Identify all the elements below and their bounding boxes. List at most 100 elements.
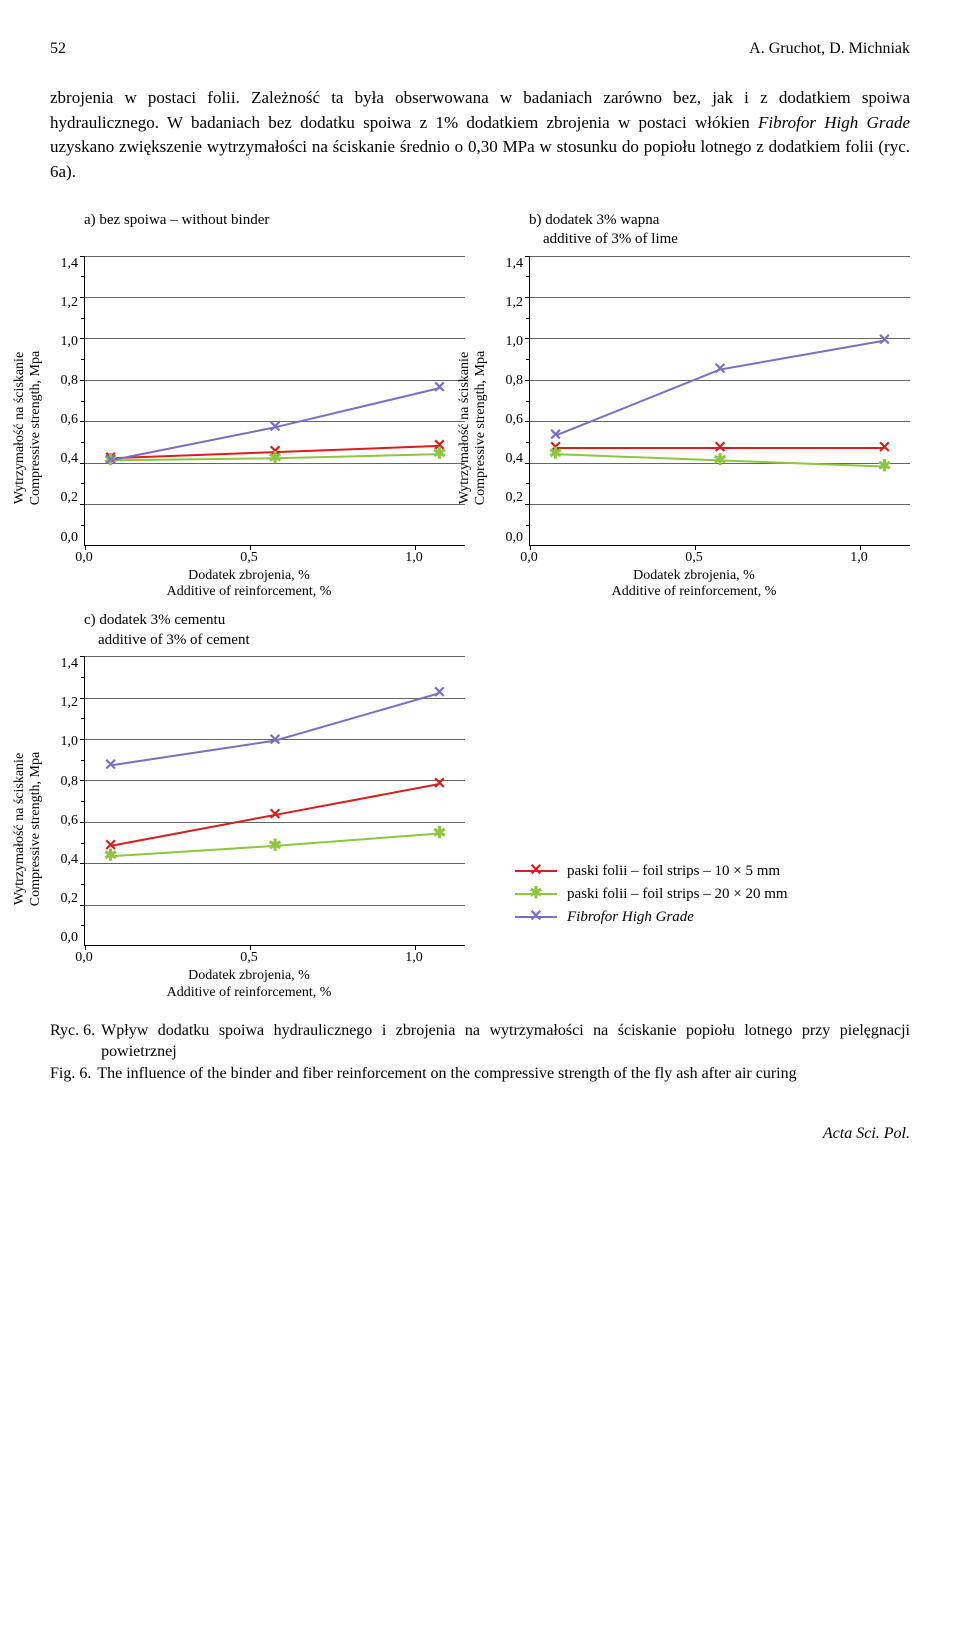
paragraph-post: uzyskano zwiększenie wytrzymałości na śc… <box>50 137 910 181</box>
series-marker-foil_10x5: ✕ <box>878 439 891 456</box>
series-marker-foil_10x5: ✕ <box>268 807 281 824</box>
y-tick-label: 0,8 <box>506 373 524 389</box>
x-tick-label: 0,5 <box>240 550 258 566</box>
legend-swatch: ✕ <box>515 909 557 925</box>
series-marker-fibrofor: ✕ <box>433 379 446 396</box>
y-tick-label: 1,4 <box>506 256 524 272</box>
chart-title: a) bez spoiwa – without binder <box>84 211 465 250</box>
x-tick-label: 0,0 <box>75 950 93 966</box>
legend-label: Fibrofor High Grade <box>567 909 694 926</box>
chart-frame: Wytrzymałość na ściskanieCompressive str… <box>495 256 910 602</box>
series-marker-foil_20x20: ✱ <box>433 445 446 462</box>
series-marker-fibrofor: ✕ <box>433 685 446 702</box>
y-tick-label: 0,0 <box>61 530 79 546</box>
y-tick-label: 0,2 <box>506 490 524 506</box>
y-tick-label: 1,4 <box>61 656 79 672</box>
chart-frame: Wytrzymałość na ściskanieCompressive str… <box>50 656 465 1002</box>
series-marker-foil_20x20: ✱ <box>549 445 562 462</box>
paragraph-italic: Fibrofor High Grade <box>758 113 910 132</box>
y-axis-label: Wytrzymałość na ściskanieCompressive str… <box>457 351 489 505</box>
x-tick-label: 0,0 <box>75 550 93 566</box>
x-tick-label: 0,5 <box>685 550 703 566</box>
y-tick-label: 1,0 <box>61 734 79 750</box>
plot-area: ✕✕✕✱✱✱✕✕✕ <box>84 256 465 546</box>
series-marker-foil_20x20: ✱ <box>878 458 891 475</box>
legend-label: paski folii – foil strips – 20 × 20 mm <box>567 886 788 903</box>
y-tick-label: 1,2 <box>506 295 524 311</box>
y-tick-label: 0,8 <box>61 774 79 790</box>
y-tick-label: 0,4 <box>506 451 524 467</box>
legend-item-foil_10x5: ✕ paski folii – foil strips – 10 × 5 mm <box>515 863 910 880</box>
series-line-fibrofor <box>111 693 440 765</box>
y-tick-label: 0,0 <box>506 530 524 546</box>
series-marker-foil_20x20: ✱ <box>268 838 281 855</box>
series-layer: ✕✕✕✱✱✱✕✕✕ <box>530 256 910 545</box>
y-tick-label: 0,4 <box>61 852 79 868</box>
legend-swatch: ✱ <box>515 886 557 902</box>
footer: Acta Sci. Pol. <box>50 1125 910 1143</box>
x-tick-label: 1,0 <box>850 550 868 566</box>
chart-frame: Wytrzymałość na ściskanieCompressive str… <box>50 256 465 602</box>
series-marker-fibrofor: ✕ <box>104 451 117 468</box>
series-marker-foil_20x20: ✱ <box>433 825 446 842</box>
series-line-fibrofor <box>556 340 885 435</box>
series-layer: ✕✕✕✱✱✱✕✕✕ <box>85 256 465 545</box>
series-marker-foil_20x20: ✱ <box>104 848 117 865</box>
legend-label: paski folii – foil strips – 10 × 5 mm <box>567 863 780 880</box>
y-tick-label: 0,2 <box>61 490 79 506</box>
legend-swatch: ✕ <box>515 863 557 879</box>
series-marker-foil_10x5: ✕ <box>433 776 446 793</box>
legend-item-fibrofor: ✕ Fibrofor High Grade <box>515 909 910 926</box>
caption-fig-text: The influence of the binder and fiber re… <box>97 1063 910 1085</box>
authors: A. Gruchot, D. Michniak <box>749 40 910 58</box>
x-axis-label: Dodatek zbrojenia, %Additive of reinforc… <box>84 968 414 1002</box>
series-layer: ✕✕✕✱✱✱✕✕✕ <box>85 656 465 945</box>
y-tick-label: 1,4 <box>61 256 79 272</box>
y-tick-label: 0,6 <box>61 813 79 829</box>
y-axis-label: Wytrzymałość na ściskanieCompressive str… <box>12 351 44 505</box>
x-tick-label: 1,0 <box>405 550 423 566</box>
y-tick-label: 1,2 <box>61 295 79 311</box>
chart-c: c) dodatek 3% cementuadditive of 3% of c… <box>50 611 465 1002</box>
x-tick-label: 0,0 <box>520 550 538 566</box>
legend: ✕ paski folii – foil strips – 10 × 5 mm ✱ p… <box>495 863 910 926</box>
legend-item-foil_20x20: ✱ paski folii – foil strips – 20 × 20 mm <box>515 886 910 903</box>
page-header: 52 A. Gruchot, D. Michniak <box>50 40 910 58</box>
caption-ryc-text: Wpływ dodatku spoiwa hydraulicznego i zb… <box>101 1020 910 1063</box>
series-marker-fibrofor: ✕ <box>268 732 281 749</box>
caption-ryc-label: Ryc. 6. <box>50 1020 101 1063</box>
y-tick-label: 1,0 <box>506 334 524 350</box>
chart-title: c) dodatek 3% cementuadditive of 3% of c… <box>84 611 465 650</box>
legend-block: ✕ paski folii – foil strips – 10 × 5 mm ✱ p… <box>495 863 910 1002</box>
series-marker-fibrofor: ✕ <box>549 427 562 444</box>
y-axis-label: Wytrzymałość na ściskanieCompressive str… <box>12 752 44 906</box>
x-tick-labels: 0,00,51,0 <box>84 946 414 966</box>
series-marker-foil_20x20: ✱ <box>713 451 726 468</box>
y-tick-label: 0,6 <box>506 412 524 428</box>
series-marker-fibrofor: ✕ <box>104 757 117 774</box>
series-marker-fibrofor: ✕ <box>713 361 726 378</box>
y-tick-label: 0,6 <box>61 412 79 428</box>
series-marker-fibrofor: ✕ <box>268 418 281 435</box>
y-tick-labels: 1,41,21,00,80,60,40,20,0 <box>50 656 84 946</box>
x-tick-label: 0,5 <box>240 950 258 966</box>
y-tick-label: 1,0 <box>61 334 79 350</box>
y-tick-label: 0,2 <box>61 891 79 907</box>
figure-caption: Ryc. 6. Wpływ dodatku spoiwa hydrauliczn… <box>50 1020 910 1085</box>
x-axis-label: Dodatek zbrojenia, %Additive of reinforc… <box>529 568 859 602</box>
y-tick-labels: 1,4 1,2 1,0 0,8 0,6 0,4 0,2 0,0 <box>495 256 529 546</box>
series-marker-foil_20x20: ✱ <box>268 449 281 466</box>
y-tick-label: 0,0 <box>61 930 79 946</box>
series-marker-fibrofor: ✕ <box>878 332 891 349</box>
plot-area: ✕✕✕✱✱✱✕✕✕ <box>84 656 465 946</box>
caption-fig-label: Fig. 6. <box>50 1063 97 1085</box>
y-tick-labels: 1,41,21,00,80,60,40,20,0 <box>50 256 84 546</box>
charts-row-1: a) bez spoiwa – without binder Wytrzymał… <box>50 211 910 602</box>
x-tick-labels: 0,00,51,0 <box>529 546 859 566</box>
x-tick-label: 1,0 <box>405 950 423 966</box>
plot-area: ✕✕✕✱✱✱✕✕✕ <box>529 256 910 546</box>
chart-title: b) dodatek 3% wapnaadditive of 3% of lim… <box>529 211 910 250</box>
y-tick-label: 0,8 <box>61 373 79 389</box>
chart-a: a) bez spoiwa – without binder Wytrzymał… <box>50 211 465 602</box>
x-tick-labels: 0,00,51,0 <box>84 546 414 566</box>
